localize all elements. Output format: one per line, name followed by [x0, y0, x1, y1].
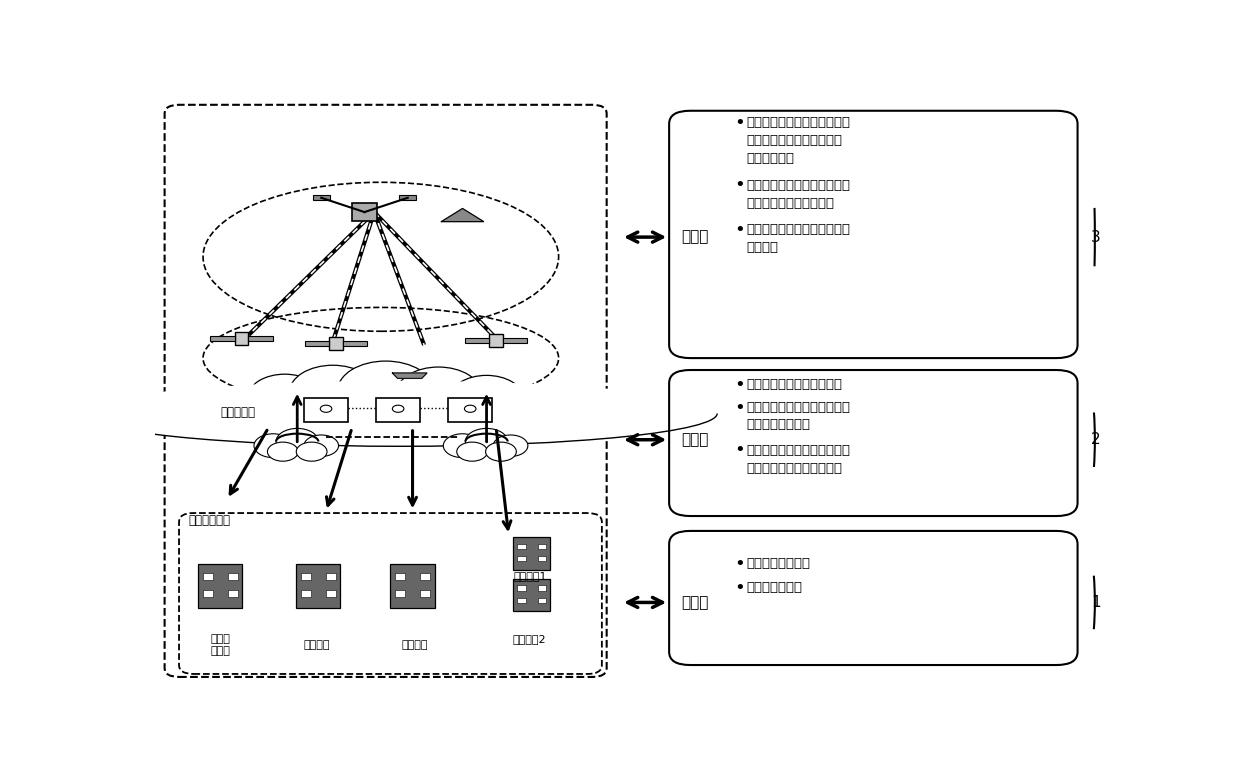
FancyBboxPatch shape	[342, 341, 367, 346]
Circle shape	[277, 429, 319, 454]
Circle shape	[248, 374, 321, 420]
Text: 运管中心1: 运管中心1	[513, 571, 547, 580]
Text: 构、资源流的构建: 构、资源流的构建	[746, 418, 810, 431]
Text: 提供底层物理资源实体，例如: 提供底层物理资源实体，例如	[746, 116, 849, 129]
Circle shape	[304, 435, 339, 457]
Text: 测控中心: 测控中心	[402, 640, 428, 650]
FancyBboxPatch shape	[329, 337, 342, 350]
FancyBboxPatch shape	[312, 195, 330, 200]
FancyBboxPatch shape	[670, 531, 1078, 665]
Text: 重构控制器: 重构控制器	[221, 406, 255, 420]
Text: 3: 3	[1091, 230, 1101, 245]
Circle shape	[456, 442, 487, 461]
FancyBboxPatch shape	[513, 537, 551, 570]
FancyBboxPatch shape	[517, 585, 526, 591]
Text: 观测、存储、计算等资源: 观测、存储、计算等资源	[746, 197, 835, 210]
Text: 实现任务的产生: 实现任务的产生	[746, 581, 802, 594]
FancyBboxPatch shape	[538, 585, 546, 591]
FancyBboxPatch shape	[517, 598, 526, 603]
Text: 提供网络资源，如节点内部的: 提供网络资源，如节点内部的	[746, 179, 849, 192]
Circle shape	[444, 433, 481, 457]
FancyBboxPatch shape	[490, 334, 503, 347]
FancyBboxPatch shape	[670, 370, 1078, 516]
FancyBboxPatch shape	[248, 336, 273, 341]
Circle shape	[289, 365, 376, 419]
Circle shape	[465, 429, 507, 454]
FancyBboxPatch shape	[448, 398, 492, 422]
Text: 应用层: 应用层	[682, 595, 709, 610]
FancyBboxPatch shape	[296, 563, 341, 608]
FancyBboxPatch shape	[420, 573, 430, 580]
Text: 控制层: 控制层	[682, 432, 709, 447]
FancyBboxPatch shape	[517, 557, 526, 561]
FancyBboxPatch shape	[326, 573, 336, 580]
Text: •: •	[734, 176, 745, 194]
FancyBboxPatch shape	[228, 573, 238, 580]
Text: •: •	[734, 578, 745, 597]
Text: 获得各种任务输入: 获得各种任务输入	[746, 557, 810, 570]
Text: 器、各种卫星: 器、各种卫星	[746, 152, 794, 165]
Circle shape	[268, 442, 298, 461]
Text: 任务输入接口: 任务输入接口	[188, 514, 231, 527]
FancyBboxPatch shape	[399, 195, 417, 200]
FancyBboxPatch shape	[670, 111, 1078, 358]
FancyBboxPatch shape	[228, 590, 238, 598]
Text: •: •	[734, 555, 745, 573]
Circle shape	[486, 442, 516, 461]
FancyBboxPatch shape	[326, 590, 336, 598]
FancyBboxPatch shape	[420, 590, 430, 598]
FancyBboxPatch shape	[538, 544, 546, 549]
Circle shape	[217, 388, 275, 423]
FancyBboxPatch shape	[396, 573, 405, 580]
Text: •: •	[734, 441, 745, 460]
Circle shape	[337, 361, 434, 421]
Ellipse shape	[83, 381, 717, 447]
FancyBboxPatch shape	[301, 573, 311, 580]
Text: 成像仪、网络交换机、路由: 成像仪、网络交换机、路由	[746, 134, 842, 147]
Polygon shape	[441, 208, 484, 221]
FancyBboxPatch shape	[517, 544, 526, 549]
Text: 任务要素的提取、聚类整形: 任务要素的提取、聚类整形	[746, 378, 842, 392]
Text: 提供传输通道，如数据通道和: 提供传输通道，如数据通道和	[746, 224, 849, 236]
Text: 2: 2	[1091, 432, 1101, 447]
Circle shape	[529, 395, 578, 425]
Text: 产生规划方案，形成动作流: 产生规划方案，形成动作流	[746, 462, 842, 474]
FancyBboxPatch shape	[234, 332, 248, 345]
FancyBboxPatch shape	[305, 341, 329, 346]
FancyBboxPatch shape	[203, 573, 213, 580]
Text: 资源的感知和表征、机动和重: 资源的感知和表征、机动和重	[746, 401, 849, 414]
FancyBboxPatch shape	[465, 337, 490, 343]
Circle shape	[450, 375, 523, 421]
FancyBboxPatch shape	[351, 203, 377, 221]
Text: •: •	[734, 399, 745, 416]
Text: 控管中心: 控管中心	[304, 640, 330, 650]
FancyBboxPatch shape	[301, 590, 311, 598]
FancyBboxPatch shape	[513, 579, 551, 611]
Polygon shape	[392, 373, 427, 378]
FancyBboxPatch shape	[211, 336, 234, 341]
Text: 运管中心2: 运管中心2	[513, 634, 547, 644]
Text: 天链控
制中心: 天链控 制中心	[211, 634, 231, 656]
FancyBboxPatch shape	[538, 557, 546, 561]
Text: 1: 1	[1091, 595, 1101, 610]
Circle shape	[397, 367, 481, 420]
Text: •: •	[734, 376, 745, 394]
Text: •: •	[734, 221, 745, 239]
Circle shape	[494, 435, 528, 457]
Text: 控制通道: 控制通道	[746, 241, 777, 255]
FancyBboxPatch shape	[538, 598, 546, 603]
FancyBboxPatch shape	[376, 398, 420, 422]
FancyBboxPatch shape	[396, 590, 405, 598]
FancyBboxPatch shape	[203, 590, 213, 598]
FancyBboxPatch shape	[304, 398, 348, 422]
FancyBboxPatch shape	[503, 337, 527, 343]
FancyBboxPatch shape	[198, 563, 243, 608]
Circle shape	[296, 442, 327, 461]
Circle shape	[496, 386, 554, 422]
FancyBboxPatch shape	[391, 563, 435, 608]
Text: 任务流到资源流的弹性映射，: 任务流到资源流的弹性映射，	[746, 444, 849, 457]
Text: •: •	[734, 114, 745, 132]
Circle shape	[254, 433, 293, 457]
Text: 资源层: 资源层	[682, 230, 709, 245]
